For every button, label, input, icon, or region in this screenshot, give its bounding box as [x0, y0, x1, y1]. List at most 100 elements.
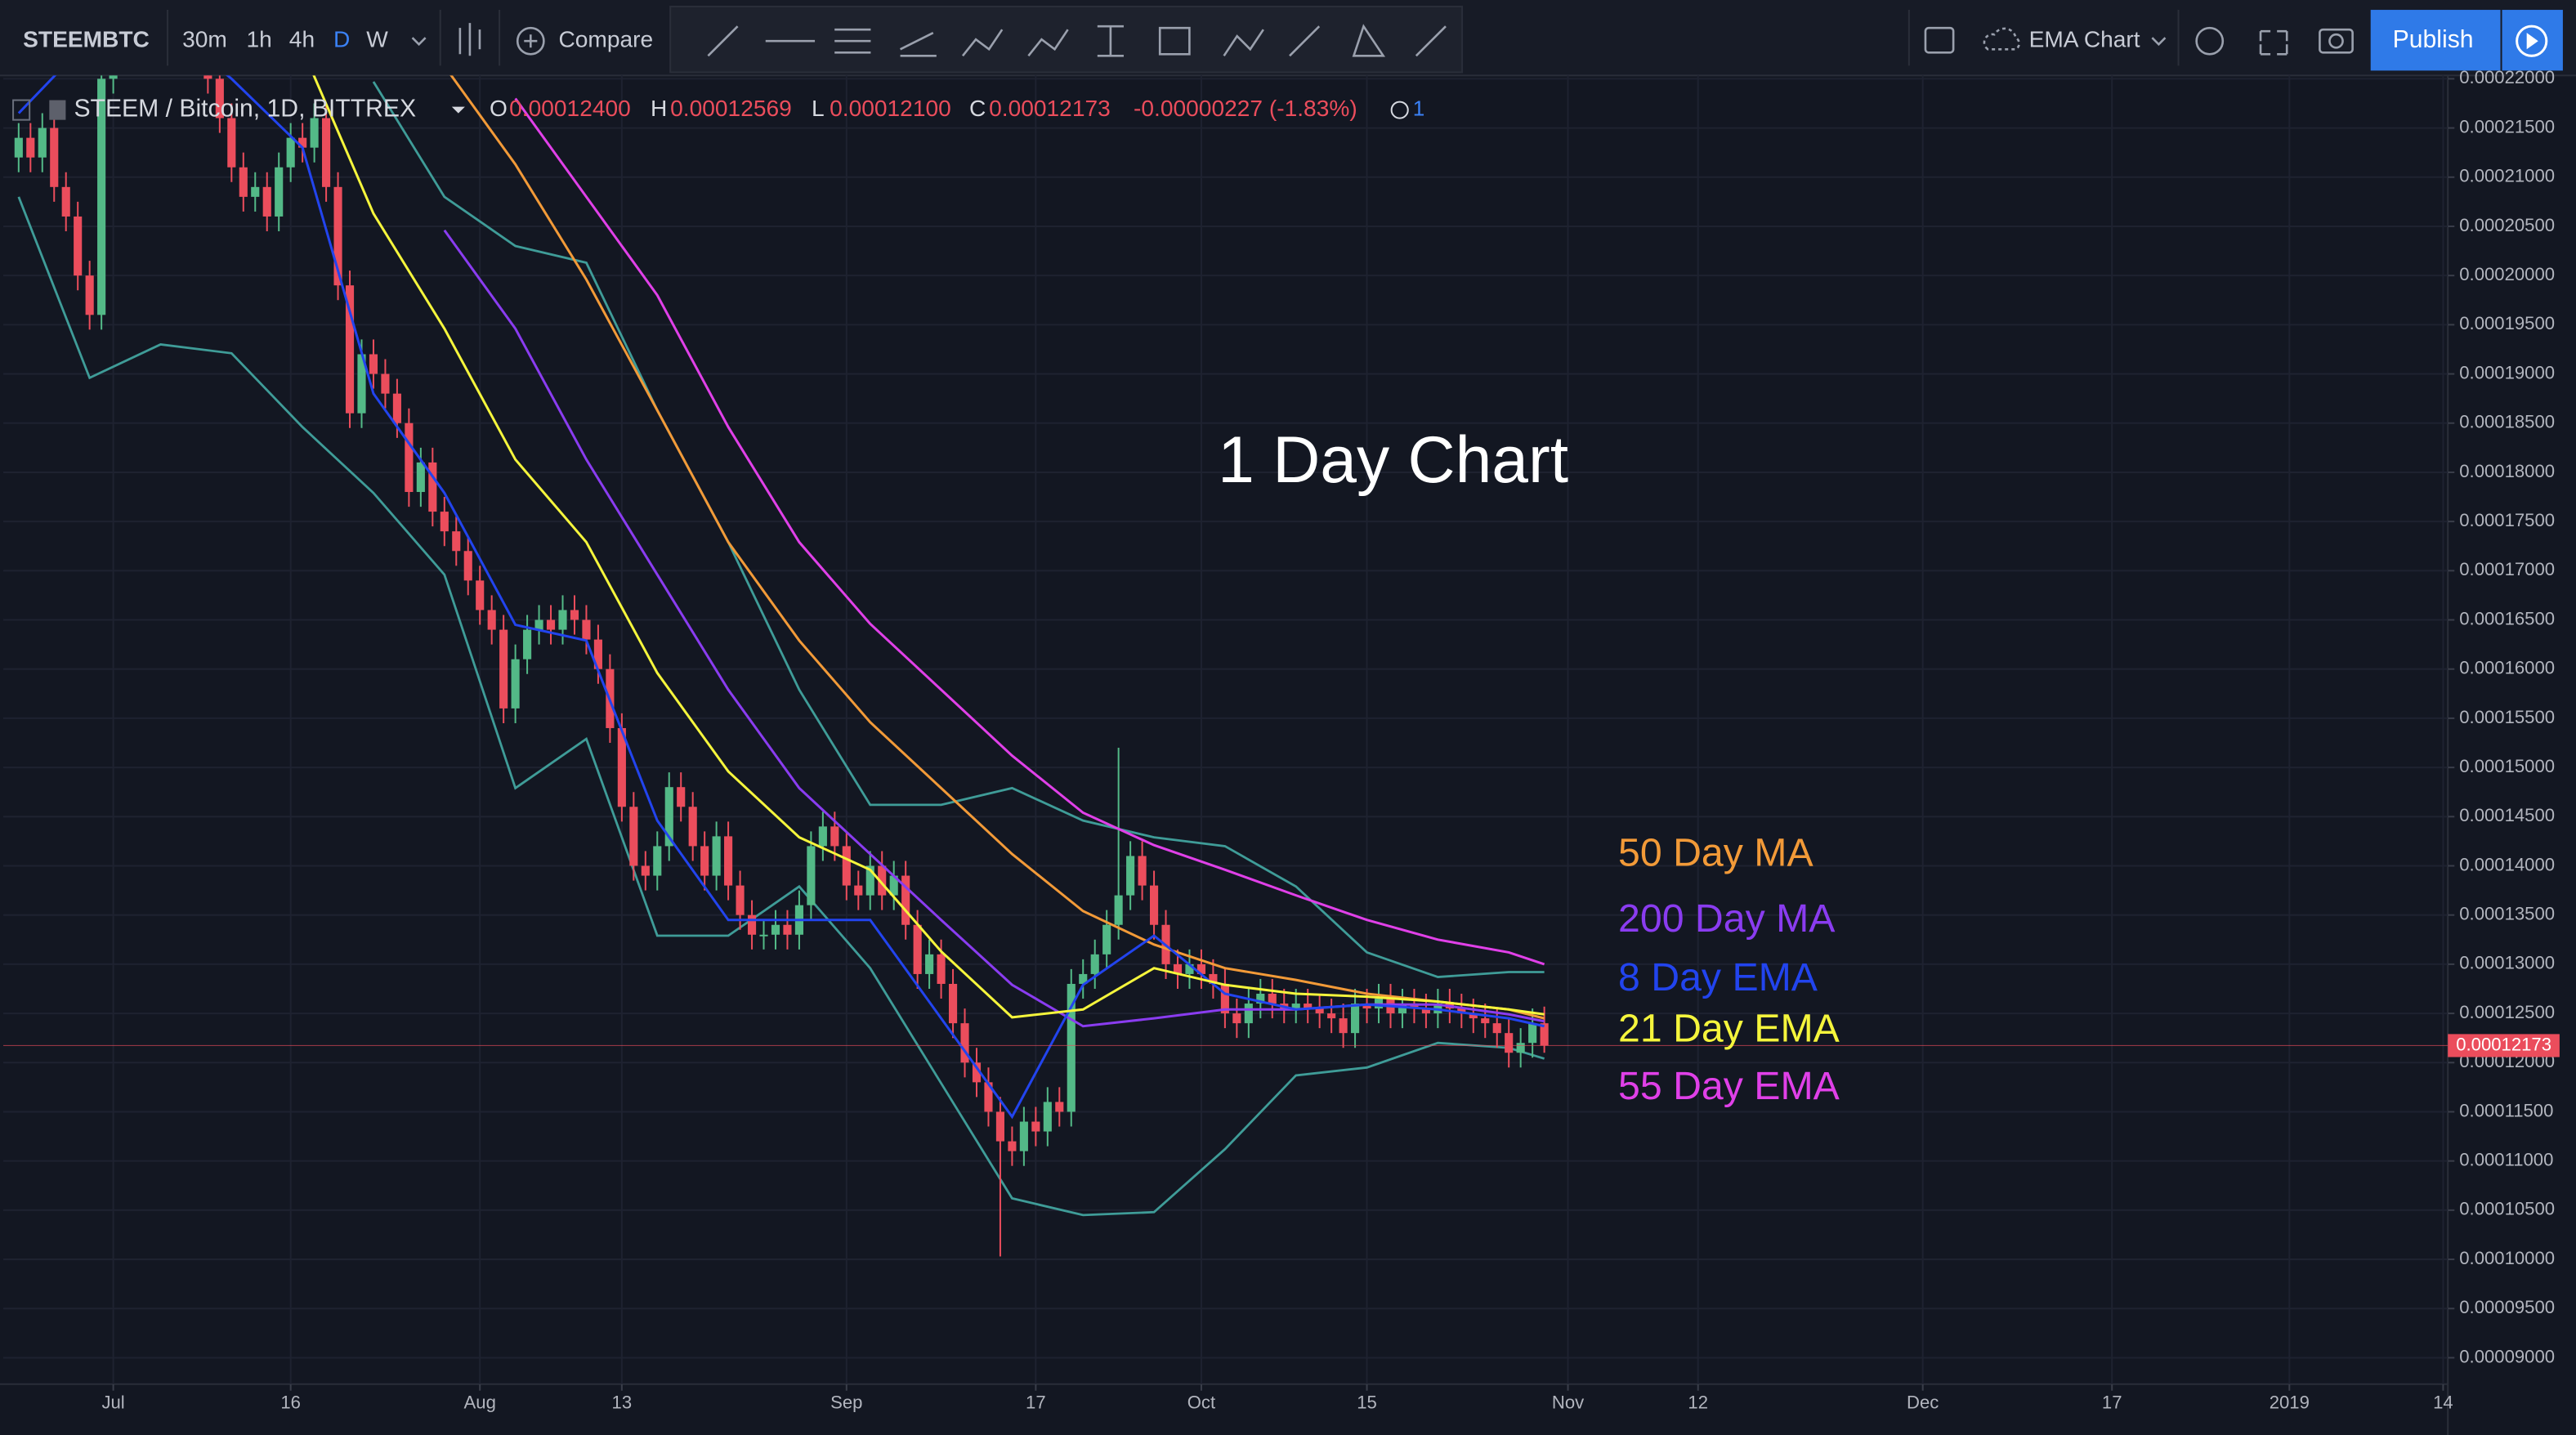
- legend-dropdown[interactable]: [451, 106, 465, 114]
- candle-body: [109, 75, 118, 79]
- y-tick-label: 0.00021500: [2459, 116, 2555, 136]
- candle-body: [1043, 1102, 1052, 1132]
- layout-name[interactable]: EMA Chart: [2029, 27, 2140, 52]
- candle-body: [1304, 1004, 1313, 1009]
- candle-body: [1410, 1004, 1419, 1009]
- chart-style-button[interactable]: [458, 23, 481, 56]
- y-tick-label: 0.00017000: [2459, 559, 2555, 579]
- candle-body: [558, 610, 567, 630]
- candle-body: [1339, 1018, 1348, 1034]
- candle-body: [1138, 856, 1147, 886]
- candle-body: [807, 846, 816, 905]
- candle-body: [688, 807, 697, 847]
- candle-body: [1528, 1023, 1537, 1044]
- candle-body: [1256, 994, 1265, 1004]
- candle-body: [1268, 994, 1277, 1004]
- symbol[interactable]: STEEMBTC: [23, 27, 150, 52]
- y-tick-label: 0.00015500: [2459, 707, 2555, 727]
- y-tick-label: 0.00019000: [2459, 362, 2555, 382]
- candle-body: [26, 137, 35, 158]
- candle-body: [381, 373, 390, 394]
- candle-body: [617, 727, 626, 807]
- interval[interactable]: 4h: [289, 27, 315, 52]
- layout-dropdown[interactable]: [2151, 37, 2167, 47]
- interval[interactable]: 1h: [247, 27, 272, 52]
- candle-body: [889, 875, 898, 896]
- x-tick-label: 16: [280, 1393, 301, 1413]
- ohlc-label: O: [490, 96, 508, 121]
- interval[interactable]: 30m: [182, 27, 227, 52]
- bollinger-lower: [17, 196, 1545, 1217]
- publish-button[interactable]: [2370, 10, 2501, 71]
- candle-body: [1327, 1013, 1336, 1019]
- candle-body: [74, 216, 83, 276]
- x-tick-label: 13: [612, 1393, 633, 1413]
- candle-body: [476, 580, 485, 610]
- ohlc-label: H: [651, 96, 667, 121]
- candle-body: [842, 846, 851, 886]
- candle-body: [724, 836, 733, 886]
- settings-button[interactable]: [2195, 26, 2225, 56]
- compare-button[interactable]: Compare: [558, 27, 653, 52]
- candle-body: [463, 551, 472, 581]
- candle-body: [1505, 1033, 1514, 1053]
- candle-body: [1126, 856, 1135, 896]
- candle-body: [85, 275, 94, 315]
- legend-entry: 21 Day EMA: [1618, 1006, 1840, 1050]
- compare-icon[interactable]: [516, 26, 545, 56]
- layout-button[interactable]: [1924, 26, 1955, 54]
- candle-body: [700, 846, 709, 876]
- ma-line: [312, 75, 1545, 1019]
- candle-body: [1102, 924, 1111, 954]
- y-tick-label: 0.00010000: [2459, 1248, 2555, 1268]
- candle-body: [405, 422, 414, 493]
- candle-body: [1209, 973, 1218, 984]
- candle-body: [452, 531, 461, 552]
- alert-icon[interactable]: [1390, 101, 1409, 119]
- drawing-tools[interactable]: [707, 24, 1447, 57]
- cloud-icon: [1983, 27, 2020, 51]
- x-tick-label: Jul: [101, 1393, 124, 1413]
- candle-body: [215, 78, 224, 118]
- replay-triangle: [2526, 33, 2538, 50]
- candle-body: [262, 186, 271, 217]
- candle-body: [1185, 963, 1194, 974]
- interval[interactable]: W: [366, 27, 388, 52]
- series-legend: STEEM / Bitcoin, 1D, BITTREX O 0.0001240…: [12, 96, 1424, 123]
- fullscreen-button[interactable]: [2259, 29, 2288, 56]
- x-tick-label: 14: [2433, 1393, 2453, 1413]
- y-tick-label: 0.00012500: [2459, 1002, 2555, 1022]
- x-tick-label: Aug: [464, 1393, 496, 1413]
- candle-body: [97, 78, 106, 315]
- candle-body: [878, 865, 887, 896]
- candle-body: [1540, 1023, 1549, 1046]
- legend-entry: 8 Day EMA: [1618, 955, 1818, 999]
- candle-body: [1244, 1004, 1253, 1024]
- candle-body: [593, 639, 602, 669]
- candle-body: [854, 885, 863, 896]
- x-tick-label: Nov: [1552, 1393, 1584, 1413]
- snapshot-lens: [2328, 33, 2344, 49]
- ohlc-label: L: [812, 96, 825, 121]
- y-tick-label: 0.00009000: [2459, 1346, 2555, 1366]
- x-tick-label: 2019: [2270, 1393, 2310, 1413]
- candle-body: [1114, 895, 1123, 925]
- interval-dropdown[interactable]: [411, 37, 427, 47]
- candle-body: [416, 462, 425, 493]
- y-tick-label: 0.00017500: [2459, 510, 2555, 530]
- y-tick-label: 0.00021000: [2459, 166, 2555, 186]
- last-price-label: 0.00012173: [2456, 1034, 2551, 1054]
- candle-body: [322, 118, 331, 187]
- y-tick-label: 0.00014500: [2459, 805, 2555, 825]
- candle-body: [1173, 963, 1183, 974]
- ma-line: [17, 75, 1545, 1120]
- candle-body: [1362, 1004, 1371, 1009]
- x-tick-label: 15: [1357, 1393, 1377, 1413]
- snapshot-button[interactable]: [2319, 28, 2354, 54]
- interval-active[interactable]: D: [333, 27, 350, 52]
- ohlc-value: 0.00012173: [989, 96, 1111, 121]
- candle-body: [345, 285, 355, 414]
- candle-body: [1149, 885, 1159, 925]
- candle-body: [736, 885, 745, 915]
